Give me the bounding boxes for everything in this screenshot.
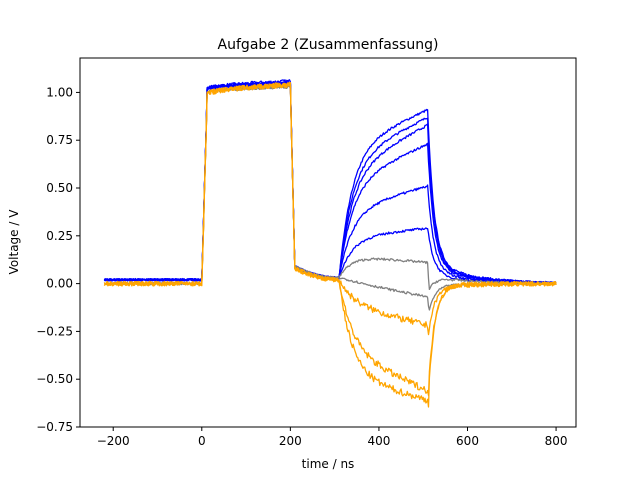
series-line-1 xyxy=(103,79,557,285)
series-line-2 xyxy=(104,81,557,285)
x-axis-ticks: −200 0 200 400 600 800 xyxy=(97,427,568,448)
y-axis-ticks: −0.75 −0.50 −0.25 0.00 0.25 0.50 0.75 1.00 xyxy=(36,85,80,434)
y-tick-label: −0.25 xyxy=(36,324,73,338)
y-tick-label: 0.25 xyxy=(46,229,73,243)
y-tick-label: 1.00 xyxy=(46,85,73,99)
series-line-6 xyxy=(104,83,557,286)
chart-title: Aufgabe 2 (Zusammenfassung) xyxy=(218,37,439,53)
x-tick-label: 600 xyxy=(456,434,479,448)
y-tick-label: −0.50 xyxy=(36,372,73,386)
series-line-10 xyxy=(103,82,557,397)
x-tick-label: 400 xyxy=(367,434,390,448)
series-line-4 xyxy=(103,81,557,285)
plot-area xyxy=(79,57,577,428)
x-tick-label: 800 xyxy=(545,434,568,448)
y-tick-label: 0.50 xyxy=(46,181,73,195)
series-line-7 xyxy=(104,84,557,291)
series-line-11 xyxy=(103,82,557,408)
series-line-5 xyxy=(103,83,557,285)
x-tick-label: −200 xyxy=(97,434,130,448)
y-axis-label: Voltage / V xyxy=(7,209,21,275)
x-tick-label: 0 xyxy=(198,434,206,448)
series-line-3 xyxy=(103,81,557,285)
y-tick-label: 0.75 xyxy=(46,133,73,147)
series-line-8 xyxy=(103,85,557,311)
y-tick-label: −0.75 xyxy=(36,420,73,434)
y-tick-label: 0.00 xyxy=(46,277,73,291)
series-line-9 xyxy=(103,81,557,336)
plot-frame xyxy=(79,57,577,428)
x-axis-label: time / ns xyxy=(302,457,355,471)
x-tick-label: 200 xyxy=(279,434,302,448)
